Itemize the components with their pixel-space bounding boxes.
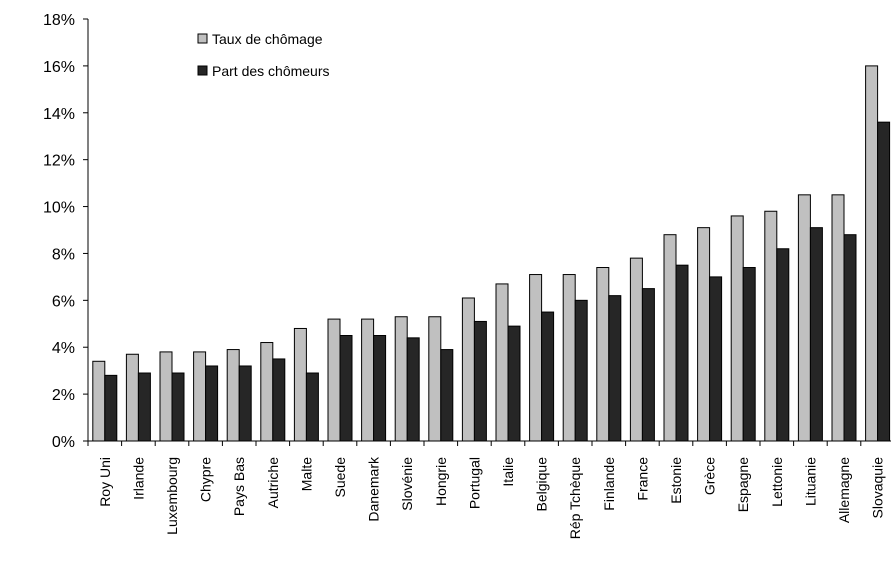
bar-taux (159, 351, 173, 442)
legend: Taux de chômage Part des chômeurs (197, 31, 330, 79)
bar-part (541, 311, 555, 442)
y-axis-ticks: 0% 2% 4% 6% 8% 10% 12% 14% 16% 18% (43, 12, 88, 451)
legend-label-taux: Taux de chômage (212, 31, 323, 47)
y-tick-label: 18% (43, 12, 75, 29)
bar-taux (226, 349, 240, 442)
legend-label-part: Part des chômeurs (212, 63, 330, 79)
x-tick-label: Slovaquie (870, 457, 886, 519)
y-tick-label: 0% (52, 434, 75, 451)
x-tick-label: Malte (298, 457, 314, 491)
bar-part (709, 276, 723, 442)
bar-taux (797, 194, 811, 442)
bar-taux (865, 65, 879, 442)
bar-taux (730, 215, 744, 442)
x-tick-label: Grèce (702, 457, 718, 495)
y-tick-label: 10% (43, 200, 75, 217)
bar-part (272, 358, 286, 442)
x-tick-label: Irlande (130, 457, 146, 500)
bar-part (473, 320, 487, 442)
axes (87, 19, 891, 442)
bar-part (809, 227, 823, 442)
legend-swatch-part (197, 65, 208, 76)
bar-taux (831, 194, 845, 442)
y-tick-label: 8% (52, 246, 75, 263)
y-tick-label: 16% (43, 59, 75, 76)
bar-part (776, 248, 790, 442)
bar-part (171, 372, 185, 442)
x-tick-label: Chypre (198, 457, 214, 502)
x-tick-label: Finlande (601, 457, 617, 511)
bar-taux (495, 283, 509, 442)
bar-part (440, 349, 454, 442)
bar-taux (361, 318, 375, 442)
bar-taux (562, 274, 576, 442)
bar-part (641, 288, 655, 442)
bar-part (373, 335, 387, 442)
bar-part (205, 365, 219, 442)
y-tick-label: 12% (43, 153, 75, 170)
bar-taux (428, 316, 442, 442)
bar-taux (293, 327, 307, 442)
x-tick-label: Roy Uni (97, 457, 113, 507)
bar-taux (629, 257, 643, 442)
bar-taux (461, 297, 475, 442)
bar-taux (327, 318, 341, 442)
x-tick-label: Slovénie (399, 457, 415, 511)
bars (92, 65, 891, 442)
bar-taux (260, 342, 274, 442)
x-tick-label: Italie (500, 457, 516, 487)
bar-taux (394, 316, 408, 442)
y-tick-label: 4% (52, 340, 75, 357)
bar-part (238, 365, 252, 442)
x-tick-label: Hongrie (433, 457, 449, 506)
x-tick-label: France (634, 457, 650, 501)
x-tick-label: Portugal (466, 457, 482, 509)
x-tick-label: Rép Tchèque (567, 457, 583, 539)
bar-taux (193, 351, 207, 442)
bar-part (104, 374, 118, 442)
bar-taux (764, 210, 778, 442)
x-tick-label: Lituanie (802, 457, 818, 506)
bar-taux (92, 360, 106, 442)
x-tick-label: Belgique (534, 457, 550, 512)
bar-part (675, 264, 689, 442)
bar-part (305, 372, 319, 442)
y-tick-label: 14% (43, 106, 75, 123)
bar-taux (529, 274, 543, 442)
x-tick-label: Espagne (735, 457, 751, 512)
bar-part (339, 335, 353, 442)
bar-part (877, 121, 891, 442)
bar-part (574, 299, 588, 442)
legend-swatch-taux (197, 33, 208, 44)
bar-part (406, 337, 420, 442)
bar-taux (125, 353, 139, 442)
x-tick-label: Suede (332, 457, 348, 498)
x-tick-label: Danemark (366, 456, 382, 522)
bar-part (742, 267, 756, 442)
x-axis-labels: Roy Uni Irlande Luxembourg Chypre Pays Bas Au… (87, 441, 886, 539)
bar-taux (697, 227, 711, 442)
bar-taux (663, 234, 677, 442)
bar-part (608, 295, 622, 442)
y-tick-label: 6% (52, 293, 75, 310)
x-tick-label: Estonie (668, 457, 684, 504)
bar-part (843, 234, 857, 442)
x-tick-label: Pays Bas (231, 457, 247, 516)
bar-part (507, 325, 521, 442)
x-tick-label: Lettonie (769, 457, 785, 507)
x-tick-label: Allemagne (836, 457, 852, 523)
bar-part (137, 372, 151, 442)
x-tick-label: Autriche (265, 457, 281, 509)
y-tick-label: 2% (52, 387, 75, 404)
x-tick-label: Luxembourg (164, 457, 180, 535)
bar-taux (596, 267, 610, 442)
